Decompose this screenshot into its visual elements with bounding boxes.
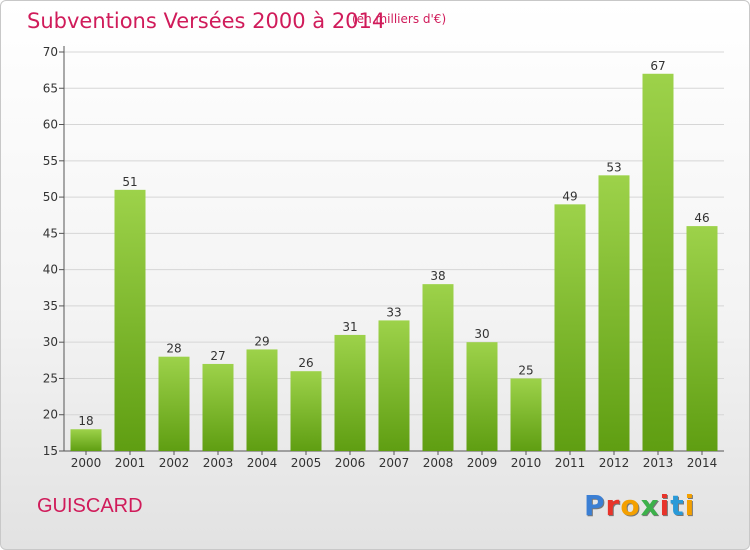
value-label-2008: 38 [430,269,445,283]
y-tick-label: 20 [43,408,58,422]
bar-2005 [290,371,322,451]
bar-2013 [642,73,674,451]
x-tick-label-2001: 2001 [115,456,146,470]
x-tick-label-2004: 2004 [247,456,278,470]
logo-letter: o [620,489,641,522]
bar-2008 [422,284,454,451]
bar-2003 [202,363,234,451]
bar-2012 [598,175,630,451]
x-tick-label-2010: 2010 [511,456,542,470]
logo-letter: r [605,489,621,522]
y-tick-labels: 15 20 25 30 35 40 45 50 55 60 65 70 [43,45,58,458]
commune-name: GUISCARD [37,495,143,517]
x-tick-label-2013: 2013 [643,456,674,470]
value-label-2005: 26 [298,356,313,370]
y-tick-label: 50 [43,190,58,204]
bar-2011 [554,204,586,451]
value-label-2014: 46 [694,211,709,225]
bar-2001 [114,189,146,451]
y-tick-label: 45 [43,226,58,240]
y-tick-label: 60 [43,118,58,132]
x-tick-label-2012: 2012 [599,456,630,470]
y-tick-label: 25 [43,371,58,385]
x-tick-label-2002: 2002 [159,456,190,470]
x-tick-label-2006: 2006 [335,456,366,470]
x-tick-label-2000: 2000 [71,456,102,470]
value-label-2013: 67 [650,59,665,73]
bar-2002 [158,356,190,451]
logo-letter: i [684,489,696,522]
bar-2010 [510,378,542,451]
x-tick-label-2003: 2003 [203,456,234,470]
logo-letter: i [659,489,671,522]
value-label-2009: 30 [474,327,489,341]
x-tick-labels: 2000 2001 2002 2003 2004 2005 2006 2007 2008 2009… [71,456,718,470]
y-tick-label: 65 [43,81,58,95]
y-tick-label: 40 [43,263,58,277]
y-tick-label: 15 [43,444,58,458]
bar-2004 [246,349,278,451]
logo-letter: P [584,489,606,522]
bar-2007 [378,320,410,451]
bar-2009 [466,342,498,451]
value-label-2002: 28 [166,342,181,356]
value-label-2001: 51 [122,175,137,189]
x-tick-label-2005: 2005 [291,456,322,470]
value-label-2000: 18 [78,414,93,428]
y-tick-label: 55 [43,154,58,168]
logo-letter: t [670,489,685,522]
bar-2006 [334,334,366,451]
x-tick-label-2014: 2014 [687,456,718,470]
logo-letter: x [640,489,660,522]
x-tick-label-2007: 2007 [379,456,410,470]
value-label-2004: 29 [254,334,269,348]
value-label-2010: 25 [518,363,533,377]
chart-title: Subventions Versées 2000 à 2014 [27,9,386,33]
y-tick-label: 70 [43,45,58,59]
value-label-2006: 31 [342,320,357,334]
value-label-2007: 33 [386,305,401,319]
y-tick-label: 35 [43,299,58,313]
x-tick-label-2011: 2011 [555,456,586,470]
x-tick-label-2009: 2009 [467,456,498,470]
bar-2014 [686,226,718,451]
data-labels: 18 51 28 27 29 26 31 33 38 30 25 49 53 67 46 [78,59,709,428]
bar-2000 [70,429,102,451]
value-label-2011: 49 [562,189,577,203]
value-label-2003: 27 [210,349,225,363]
chart-subtitle: (en milliers d'€) [352,12,447,26]
proxiti-logo[interactable]: Proxiti [584,489,695,522]
bars [70,73,718,451]
y-tick-label: 30 [43,335,58,349]
x-tick-label-2008: 2008 [423,456,454,470]
value-label-2012: 53 [606,160,621,174]
